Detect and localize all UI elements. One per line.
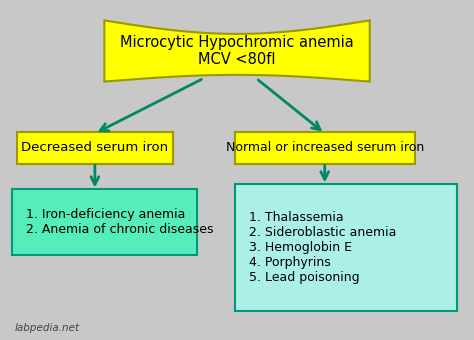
FancyBboxPatch shape <box>17 132 173 164</box>
Text: 1. Thalassemia
2. Sideroblastic anemia
3. Hemoglobin E
4. Porphyrins
5. Lead poi: 1. Thalassemia 2. Sideroblastic anemia 3… <box>249 211 396 284</box>
FancyBboxPatch shape <box>235 184 457 311</box>
Text: 1. Iron-deficiency anemia
2. Anemia of chronic diseases: 1. Iron-deficiency anemia 2. Anemia of c… <box>26 208 214 236</box>
FancyBboxPatch shape <box>12 189 197 255</box>
FancyBboxPatch shape <box>235 132 415 164</box>
Text: Normal or increased serum iron: Normal or increased serum iron <box>226 141 424 154</box>
Text: Decreased serum iron: Decreased serum iron <box>21 141 168 154</box>
Text: Microcytic Hypochromic anemia
MCV <80fl: Microcytic Hypochromic anemia MCV <80fl <box>120 35 354 67</box>
Polygon shape <box>104 20 370 82</box>
Text: labpedia.net: labpedia.net <box>14 323 80 333</box>
